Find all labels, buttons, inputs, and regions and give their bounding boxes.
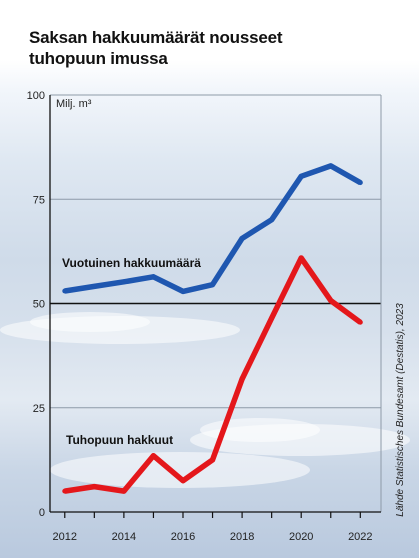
series-2-point-2021: [328, 298, 334, 304]
series-2-point-2018: [239, 376, 245, 382]
series-1-point-2013: [91, 283, 97, 289]
labels: 0 25 50 75 100 Milj. m³ 2012 2014 2016 2018 2020 20…: [27, 90, 406, 543]
series-1-point-2014: [121, 279, 127, 285]
x-tick-label-2022: 2022: [348, 531, 372, 543]
x-tick-label-2018: 2018: [230, 531, 254, 543]
x-tick-label-2016: 2016: [171, 531, 195, 543]
y-tick-label-0: 0: [39, 507, 45, 519]
background-clouds: [0, 312, 410, 488]
x-tick-label-2012: 2012: [53, 531, 77, 543]
series-1-point-2017: [210, 282, 216, 288]
series-2-point-2014: [121, 488, 127, 494]
chart-title-line-1: Saksan hakkuumäärät nousseet: [29, 28, 283, 47]
chart-title: Saksan hakkuumäärät nousseet tuhopuun im…: [29, 27, 389, 69]
series-2-point-2022: [357, 319, 363, 325]
series: [62, 163, 363, 494]
y-tick-label-50: 50: [33, 299, 45, 311]
series-1-point-2019: [269, 217, 275, 223]
series-2-point-2017: [210, 457, 216, 463]
y-tick-label-100: 100: [27, 90, 45, 102]
x-tick-label-2014: 2014: [112, 531, 136, 543]
grid: [50, 94, 382, 512]
series-line-1: [64, 163, 362, 295]
series-1-point-2020: [298, 173, 304, 179]
series-label-2: Tuhopuun hakkuut: [66, 433, 173, 447]
series-2-point-2019: [269, 315, 275, 321]
series-1-point-2015: [150, 274, 156, 280]
series-2-point-2012: [62, 488, 68, 494]
series-1-point-2021: [328, 163, 334, 169]
series-1-point-2016: [180, 288, 186, 294]
y-tick-label-25: 25: [33, 403, 45, 415]
series-1-point-2018: [239, 235, 245, 241]
series-1-point-2022: [357, 180, 363, 186]
series-2-point-2016: [180, 478, 186, 484]
series-2-point-2013: [91, 484, 97, 490]
series-2-point-2020: [298, 255, 304, 261]
series-label-1: Vuotuinen hakkuumäärä: [62, 256, 201, 270]
chart-title-line-2: tuhopuun imussa: [29, 49, 168, 68]
y-axis-unit-label: Milj. m³: [56, 98, 92, 110]
y-tick-label-75: 75: [33, 194, 45, 206]
x-tick-label-2020: 2020: [289, 531, 313, 543]
source-note: Lähde Statistisches Bundesamt (Destatis)…: [395, 303, 406, 517]
axes: [49, 95, 381, 518]
series-1-point-2012: [62, 288, 68, 294]
series-2-point-2015: [150, 453, 156, 459]
